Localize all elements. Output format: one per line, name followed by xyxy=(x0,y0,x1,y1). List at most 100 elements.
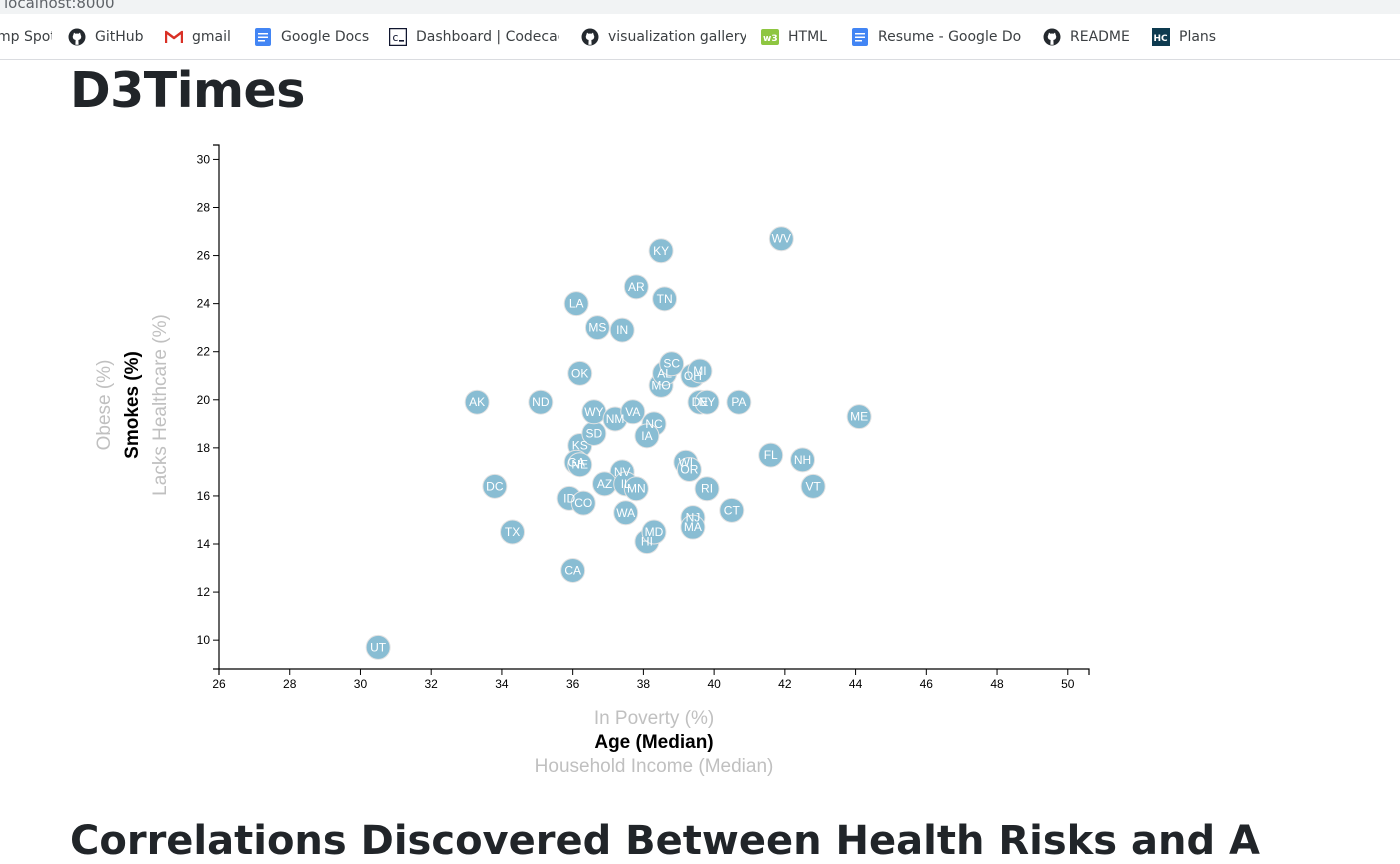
github-icon xyxy=(581,28,599,46)
state-circle[interactable] xyxy=(620,399,646,425)
state-point-in[interactable] xyxy=(609,317,635,343)
state-point-ne[interactable] xyxy=(567,452,593,478)
x-axis-label[interactable]: Household Income (Median) xyxy=(535,756,774,777)
state-circle[interactable] xyxy=(567,452,593,478)
y-axis-label[interactable]: Smokes (%) xyxy=(122,351,143,459)
state-point-pa[interactable] xyxy=(726,389,752,415)
state-point-nh[interactable] xyxy=(790,447,816,473)
state-point-sc[interactable] xyxy=(659,351,685,377)
x-tick: 26 xyxy=(212,669,226,691)
state-circle[interactable] xyxy=(570,490,596,516)
state-circle[interactable] xyxy=(634,423,660,449)
state-point-tn[interactable] xyxy=(652,286,678,312)
state-point-mi[interactable] xyxy=(687,358,713,384)
state-circle[interactable] xyxy=(800,473,826,499)
state-circle[interactable] xyxy=(846,404,872,430)
state-circle[interactable] xyxy=(563,291,589,317)
state-circle[interactable] xyxy=(676,456,702,482)
state-circle[interactable] xyxy=(790,447,816,473)
state-circle[interactable] xyxy=(726,389,752,415)
state-circle[interactable] xyxy=(609,317,635,343)
state-point-ut[interactable] xyxy=(365,634,391,660)
bookmark-visualization-gallery[interactable]: visualization gallery xyxy=(581,14,746,59)
bookmark-readme[interactable]: README xyxy=(1043,14,1135,59)
y-axis-label[interactable]: Lacks Healthcare (%) xyxy=(150,314,171,496)
state-point-va[interactable] xyxy=(620,399,646,425)
state-label: TX xyxy=(505,525,520,539)
state-circle[interactable] xyxy=(694,476,720,502)
state-circle[interactable] xyxy=(680,514,706,540)
state-point-me[interactable] xyxy=(846,404,872,430)
bookmark-html[interactable]: w3 HTML xyxy=(761,14,836,59)
state-point-ak[interactable] xyxy=(464,389,490,415)
state-circle[interactable] xyxy=(584,315,610,341)
state-label: IA xyxy=(641,429,652,443)
state-circle[interactable] xyxy=(567,360,593,386)
state-circle[interactable] xyxy=(365,634,391,660)
state-circle[interactable] xyxy=(659,351,685,377)
state-circle[interactable] xyxy=(528,389,554,415)
state-label: VA xyxy=(625,405,640,419)
state-circle[interactable] xyxy=(719,497,745,523)
state-circle[interactable] xyxy=(694,389,720,415)
state-point-mn[interactable] xyxy=(623,476,649,502)
state-point-la[interactable] xyxy=(563,291,589,317)
state-point-ca[interactable] xyxy=(560,557,586,583)
state-point-ct[interactable] xyxy=(719,497,745,523)
state-circle[interactable] xyxy=(641,519,667,545)
state-circle[interactable] xyxy=(482,473,508,499)
state-point-or[interactable] xyxy=(676,456,702,482)
url-text[interactable]: localhost:8000 xyxy=(4,0,115,12)
state-point-wa[interactable] xyxy=(613,500,639,526)
state-circle[interactable] xyxy=(648,238,674,264)
bookmark-plans[interactable]: HC Plans xyxy=(1152,14,1222,59)
state-point-co[interactable] xyxy=(570,490,596,516)
state-point-md[interactable] xyxy=(641,519,667,545)
state-circle[interactable] xyxy=(768,226,794,252)
codecademy-icon: c xyxy=(389,27,407,46)
state-point-ms[interactable] xyxy=(584,315,610,341)
bookmark-codecademy[interactable]: c Dashboard | Codecad xyxy=(389,14,559,59)
state-point-ri[interactable] xyxy=(694,476,720,502)
state-circle[interactable] xyxy=(687,358,713,384)
state-circle[interactable] xyxy=(464,389,490,415)
y-tick: 22 xyxy=(197,345,219,359)
state-point-ny[interactable] xyxy=(694,389,720,415)
x-axis-label[interactable]: In Poverty (%) xyxy=(594,708,714,729)
state-circle[interactable] xyxy=(560,557,586,583)
state-point-nd[interactable] xyxy=(528,389,554,415)
state-label: CA xyxy=(564,563,581,577)
state-circle[interactable] xyxy=(652,286,678,312)
state-circle[interactable] xyxy=(758,442,784,468)
state-circle[interactable] xyxy=(613,500,639,526)
state-point-ma[interactable] xyxy=(680,514,706,540)
state-point-tx[interactable] xyxy=(500,519,526,545)
state-point-ky[interactable] xyxy=(648,238,674,264)
state-point-wv[interactable] xyxy=(768,226,794,252)
bookmark-camp-spot[interactable]: mp Spot xyxy=(0,14,52,59)
bookmark-google-docs[interactable]: Google Docs xyxy=(254,14,372,59)
state-circle[interactable] xyxy=(500,519,526,545)
state-label: NM xyxy=(606,412,625,426)
google-docs-icon xyxy=(851,27,869,46)
x-tick-label: 40 xyxy=(707,677,721,691)
x-axis-label[interactable]: Age (Median) xyxy=(594,732,713,753)
browser-address-bar[interactable]: localhost:8000 xyxy=(0,0,1400,14)
state-point-ar[interactable] xyxy=(623,274,649,300)
y-axis-line xyxy=(213,144,220,670)
state-point-vt[interactable] xyxy=(800,473,826,499)
bookmark-github[interactable]: GitHub xyxy=(68,14,148,59)
y-axis-label[interactable]: Obese (%) xyxy=(94,360,115,451)
y-tick-label: 10 xyxy=(197,633,211,647)
state-point-fl[interactable] xyxy=(758,442,784,468)
state-point-ok[interactable] xyxy=(567,360,593,386)
state-circle[interactable] xyxy=(623,274,649,300)
y-tick-label: 22 xyxy=(197,345,211,359)
bookmark-resume[interactable]: Resume - Google Do xyxy=(851,14,1021,59)
scatter-chart: 26 28 30 32 34 36 38 40 42 44 46 48 50 10 12 14 16 18 20 2… xyxy=(94,144,1090,777)
bookmark-gmail[interactable]: gmail xyxy=(165,14,237,59)
state-point-ia[interactable] xyxy=(634,423,660,449)
state-point-dc[interactable] xyxy=(482,473,508,499)
state-circle[interactable] xyxy=(623,476,649,502)
